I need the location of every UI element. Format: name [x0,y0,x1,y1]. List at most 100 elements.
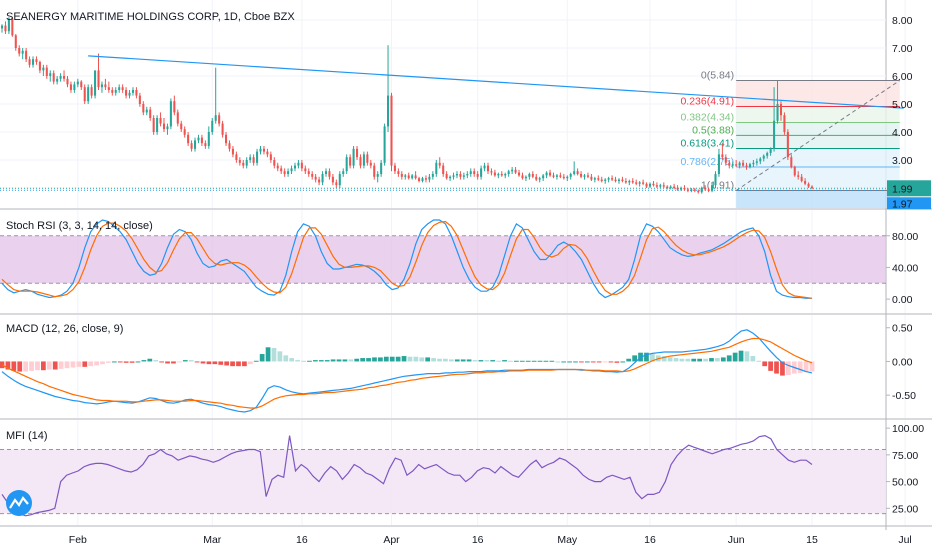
macd-histogram-bar [123,361,129,363]
candle-body [614,179,617,181]
candle-body [555,175,558,177]
candle-body [607,178,610,180]
candle-body [200,137,203,144]
x-tick-label: May [557,534,578,546]
candle-body [56,78,59,82]
candle-body [652,183,655,186]
macd-histogram-bar [242,361,247,367]
candle-body [197,137,200,141]
candle-body [483,165,486,169]
candle-body [342,171,345,174]
candle-body [7,18,10,32]
macd-histogram-bar [555,361,561,363]
macd-histogram-bar [23,361,29,372]
candle-body [810,186,814,189]
candle-body [276,165,279,169]
candle-body [662,185,665,187]
candle-body [586,175,589,177]
macd-histogram-bar [366,358,371,362]
candle-body [445,174,448,179]
fib-zone [736,106,900,123]
stoch-rsi-tick-label: 40.00 [892,262,918,274]
macd-tick-label: 0.50 [892,323,913,335]
candle-body [552,175,555,177]
stoch-rsi-tick-label: 80.00 [892,231,918,243]
macd-histogram-bar [484,360,490,362]
price-tick-label: 7.00 [892,43,913,55]
candle-body [324,171,328,174]
candle-body [180,123,183,130]
candle-body [162,123,166,130]
candle-body [111,90,114,93]
macd-histogram-bar [29,361,34,371]
macd-histogram-bar [194,361,200,363]
macd-histogram-bar [466,359,472,362]
tradingview-logo-icon[interactable] [6,490,32,516]
macd-histogram-bar [247,361,253,365]
candle-body [307,171,310,174]
price-tick-label: 3.00 [892,155,913,167]
candle-body [655,185,658,187]
macd-histogram-bar [732,352,738,362]
candle-body [480,168,483,177]
candle-body [759,158,762,162]
candle-body [128,92,131,96]
macd-histogram-bar [626,358,632,362]
candle-body [11,18,14,36]
candle-body [304,168,307,172]
candle-body [693,189,696,191]
candle-body [659,185,662,187]
candle-body [686,189,689,191]
mfi-band [0,449,886,514]
price-tick-label: 6.00 [892,71,913,83]
macd-histogram-bar [17,361,23,372]
candle-body [131,90,135,93]
candle-body [38,62,41,71]
price-tick-label: 4.00 [892,127,913,139]
candle-body [428,176,431,180]
candle-body [156,118,159,132]
fib-level-label: 0.618(3.41) [680,138,734,150]
candle-body [259,148,262,152]
candle-body [193,140,197,149]
stoch-rsi-title: Stoch RSI (3, 3, 14, 14, close) [6,220,153,232]
macd-tick-label: -0.50 [892,390,916,402]
x-tick-label: Feb [69,534,87,546]
macd-histogram-bar [289,358,295,362]
macd-histogram-bar [330,359,336,362]
candle-body [118,87,121,90]
candle-body [169,101,172,127]
candle-body [566,176,569,179]
mfi-series-line [1,434,813,517]
candle-body [545,172,548,176]
macd-histogram-bar [809,361,815,372]
candle-body [149,109,152,118]
candle-body [580,174,583,177]
macd-histogram-bar [478,360,484,362]
candle-body [748,164,751,167]
macd-histogram-bar [360,358,366,362]
candle-body [287,171,290,174]
candle-body [173,101,176,113]
macd-histogram-bar [803,361,809,373]
macd-histogram-bar [691,358,697,362]
chart-panes [0,0,932,530]
macd-histogram-bar [265,347,271,362]
macd-histogram-bar [153,360,159,362]
fib-level-label: 0.786(2.75) [680,156,734,168]
fib-level-label: 0.236(4.91) [680,96,734,108]
candle-body [597,178,600,180]
macd-histogram-bar [378,357,383,362]
candle-body [755,161,758,163]
macd-histogram-bar [82,361,88,367]
fib-zone [736,135,900,149]
candle-body [76,81,79,85]
macd-histogram-bar [419,357,425,362]
candle-body [121,87,124,90]
x-tick-label: Apr [383,534,400,546]
macd-histogram-bar [301,360,306,362]
macd-histogram-bar [756,360,762,362]
candle-body [476,174,479,177]
candle-body [724,157,727,163]
candle-body [793,167,796,176]
